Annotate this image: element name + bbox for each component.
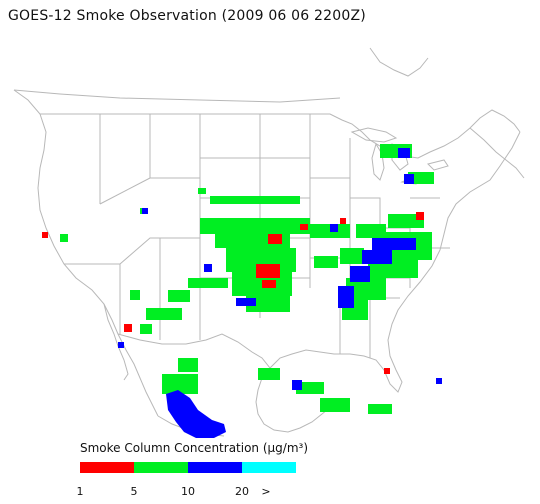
legend-tick-20: 20 [235, 485, 249, 498]
legend-swatch-green [134, 462, 188, 473]
smoke-patch-mexico [166, 390, 226, 438]
smoke-pixel [118, 342, 124, 348]
atlantic-canada-coast [469, 127, 525, 179]
smoke-pixel [372, 238, 416, 250]
smoke-pixel [256, 264, 280, 278]
smoke-pixel [338, 286, 354, 308]
smoke-pixel [236, 298, 256, 306]
smoke-pixel [210, 196, 300, 204]
smoke-map [13, 47, 525, 438]
legend-tick-1: 1 [76, 485, 84, 498]
smoke-pixel [300, 224, 308, 230]
smoke-pixel [262, 280, 276, 288]
smoke-pixel [416, 212, 424, 220]
map-title: GOES-12 Smoke Observation (2009 06 06 22… [8, 8, 366, 24]
smoke-pixel [404, 174, 414, 184]
smoke-pixel [146, 308, 182, 320]
smoke-pixel [204, 264, 212, 272]
smoke-pixel [140, 324, 152, 334]
smoke-pixel [356, 224, 386, 238]
smoke-pixel [296, 382, 324, 394]
smoke-pixel [388, 214, 424, 228]
legend-ticks: 1 5 10 20 > [0, 485, 540, 501]
legend-tick-10: 10 [181, 485, 195, 498]
smoke-pixel [368, 404, 392, 414]
pacific-coastline [13, 89, 159, 417]
smoke-pixel [346, 278, 386, 300]
smoke-pixel [368, 260, 418, 278]
smoke-pixel [320, 398, 350, 412]
canada-interior-line [13, 89, 341, 103]
us-mexico-border [117, 333, 271, 369]
legend-tick-gt: > [261, 485, 271, 498]
smoke-pixel [384, 368, 390, 374]
legend-tick-5: 5 [130, 485, 138, 498]
smoke-pixel [124, 324, 132, 332]
baja-peninsula [103, 303, 129, 381]
smoke-pixel [162, 374, 198, 394]
lake-ontario [427, 159, 449, 171]
smoke-pixel [268, 234, 282, 244]
smoke-pixel [200, 218, 310, 234]
us-canada-border [40, 109, 521, 159]
atlantic-coastline [383, 131, 521, 393]
smoke-pixel [188, 278, 228, 288]
smoke-plumes [42, 144, 442, 438]
smoke-pixel [340, 248, 364, 264]
smoke-pixel [246, 296, 290, 312]
smoke-pixel [142, 208, 148, 214]
smoke-pixel [362, 250, 392, 264]
smoke-pixel [330, 224, 338, 232]
smoke-pixel [130, 290, 140, 300]
lake-superior [350, 127, 398, 143]
smoke-pixel [314, 256, 338, 268]
legend-swatch-cyan [242, 462, 296, 473]
gulf-coastline [255, 349, 385, 433]
smoke-pixel [408, 172, 434, 184]
hudson-coast [369, 47, 429, 77]
smoke-pixel [258, 368, 280, 380]
legend-title: Smoke Column Concentration (µg/m³) [80, 441, 308, 455]
smoke-pixel [198, 188, 206, 194]
smoke-pixel [178, 358, 198, 372]
smoke-pixel [42, 232, 48, 238]
smoke-pixel [398, 148, 410, 158]
legend-swatch-red [80, 462, 134, 473]
smoke-pixel [350, 266, 370, 282]
smoke-low [42, 212, 424, 374]
legend-swatch-blue [188, 462, 242, 473]
smoke-pixel [436, 378, 442, 384]
smoke-pixel [340, 218, 346, 224]
smoke-pixel [60, 234, 68, 242]
smoke-high [118, 148, 442, 438]
smoke-pixel [292, 380, 302, 390]
legend-color-bar [80, 462, 296, 473]
smoke-medium [60, 144, 434, 414]
smoke-pixel [168, 290, 190, 302]
